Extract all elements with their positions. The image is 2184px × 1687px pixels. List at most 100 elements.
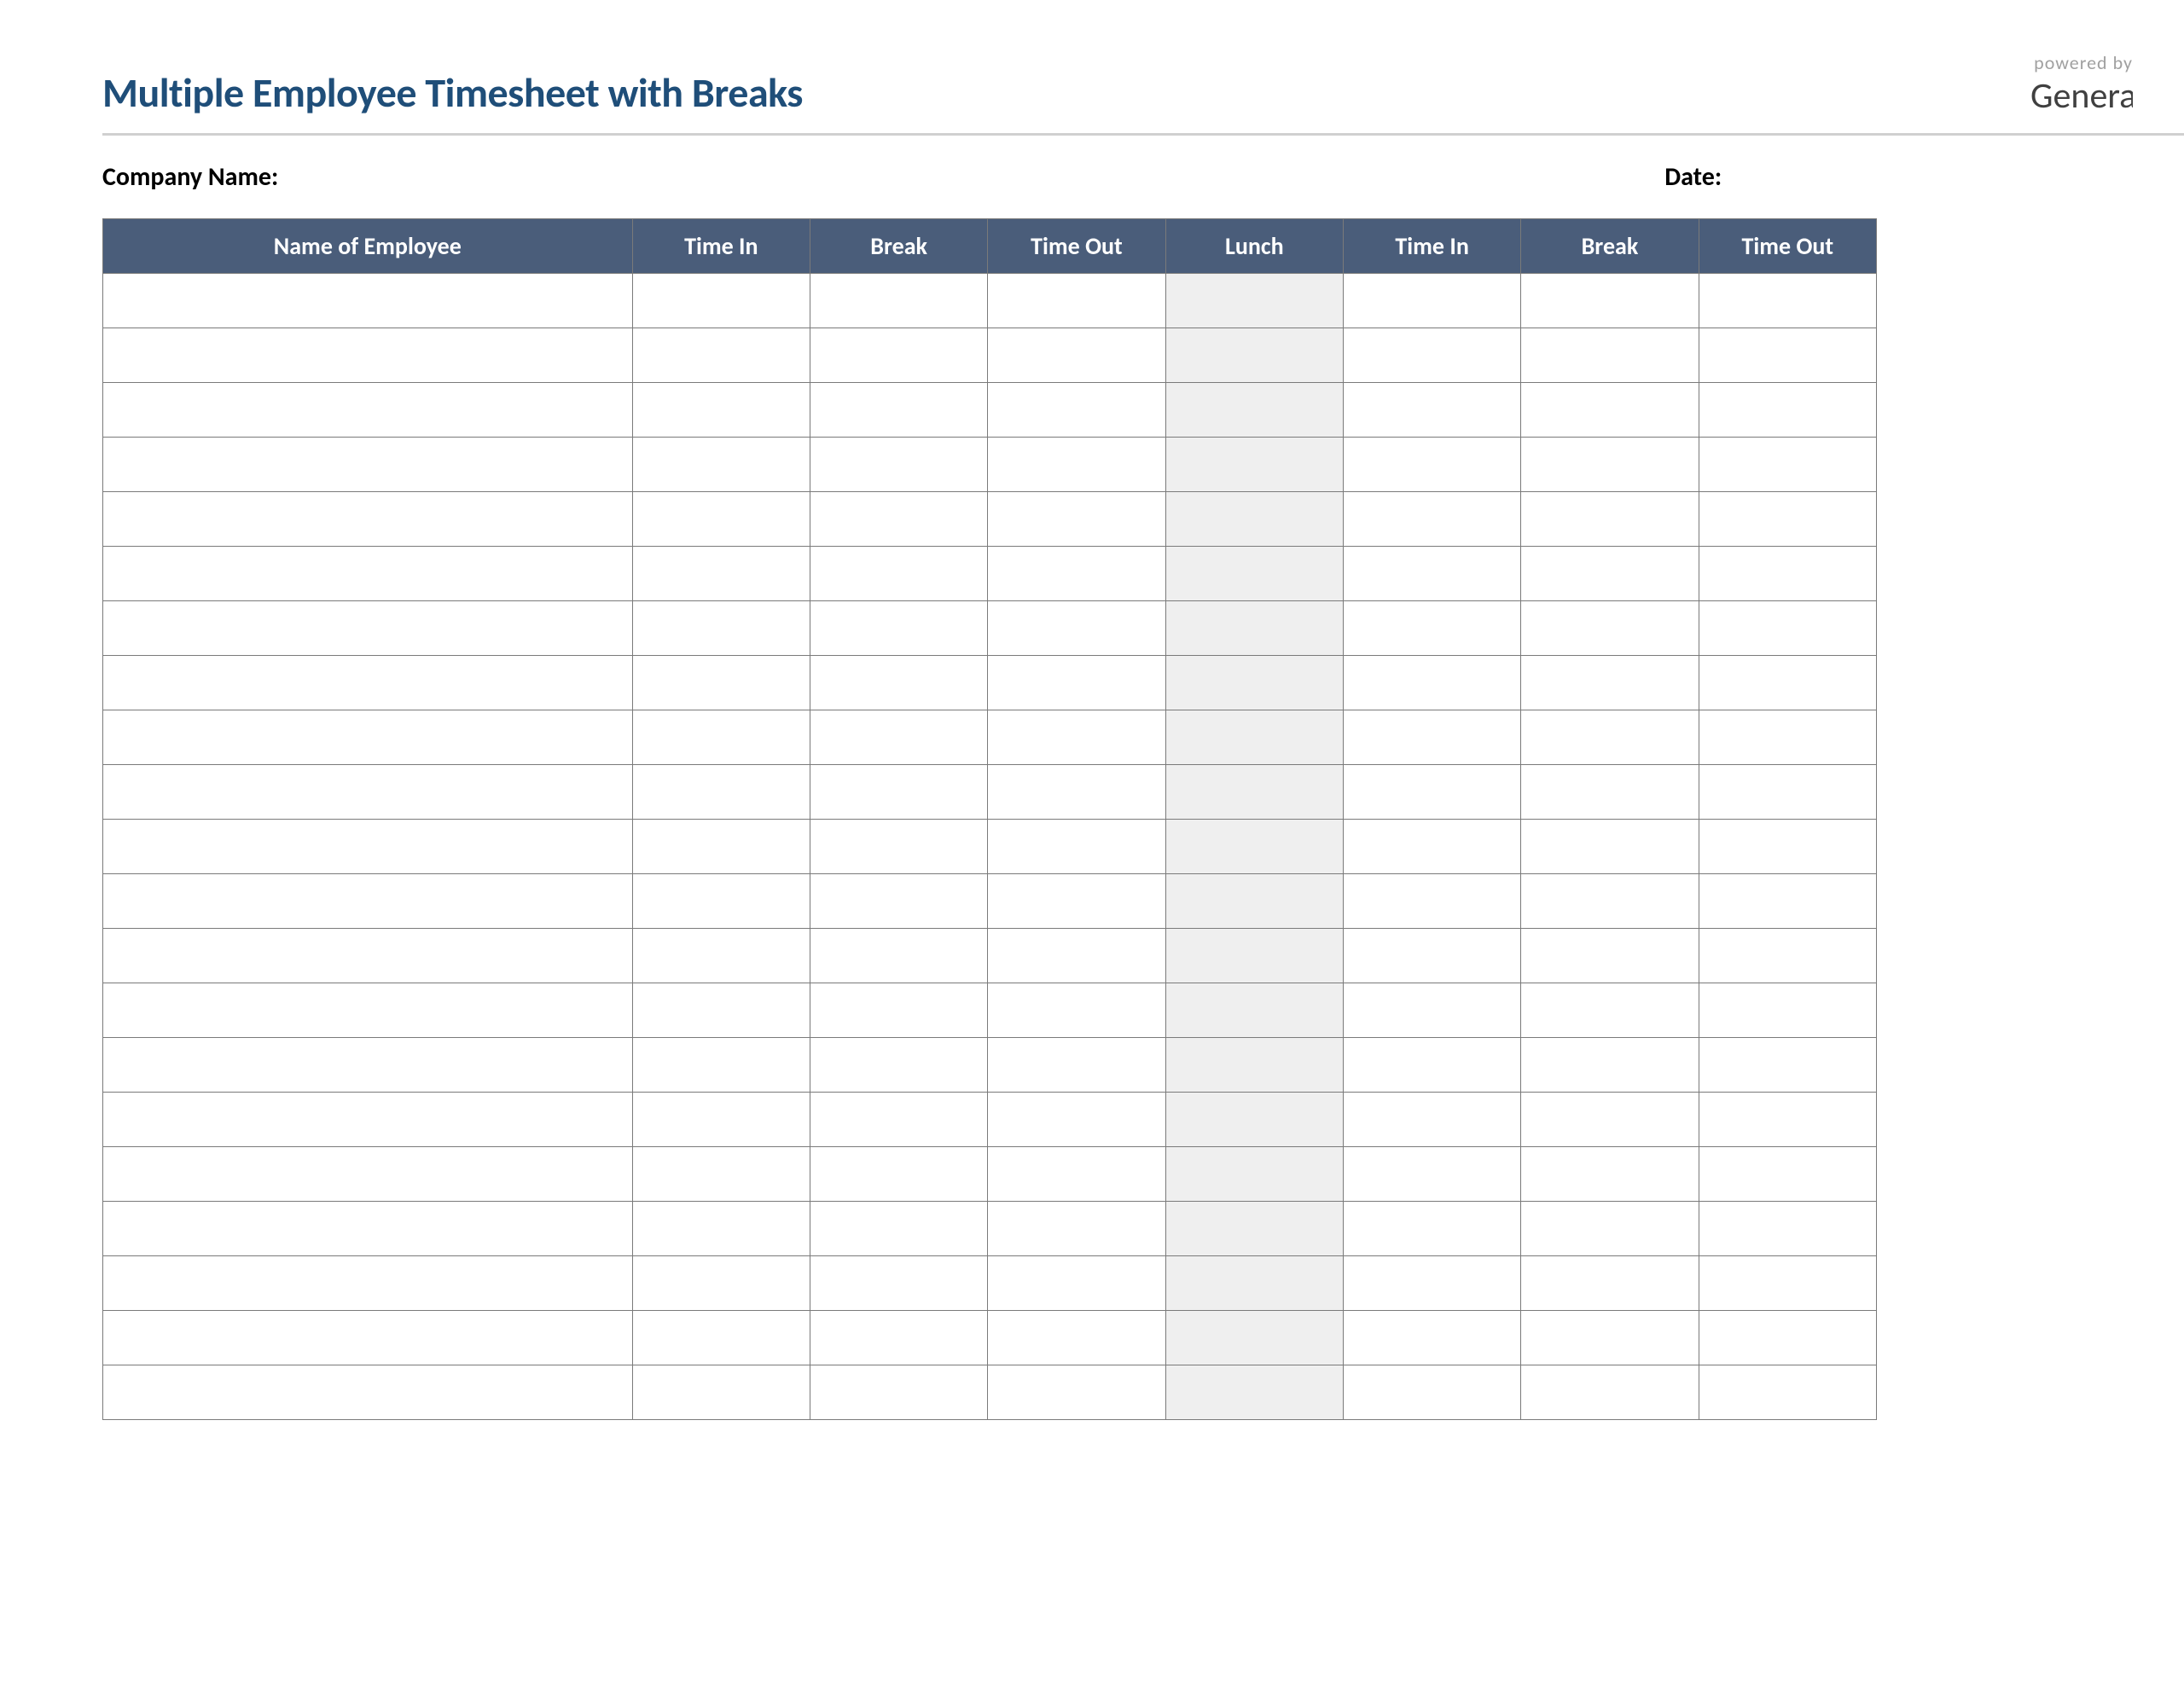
table-cell[interactable]	[810, 328, 987, 383]
table-cell[interactable]	[1343, 492, 1520, 547]
table-cell[interactable]	[103, 547, 633, 601]
table-cell[interactable]	[810, 710, 987, 765]
table-cell[interactable]	[810, 1202, 987, 1256]
table-cell[interactable]	[1343, 1256, 1520, 1311]
table-cell[interactable]	[810, 1311, 987, 1365]
table-cell[interactable]	[1699, 1202, 1876, 1256]
table-cell[interactable]	[1699, 492, 1876, 547]
table-cell[interactable]	[1521, 820, 1699, 874]
table-cell[interactable]	[1521, 983, 1699, 1038]
table-cell[interactable]	[1343, 983, 1520, 1038]
table-cell[interactable]	[1165, 383, 1343, 438]
table-cell[interactable]	[1521, 1038, 1699, 1093]
table-cell[interactable]	[810, 874, 987, 929]
table-cell[interactable]	[103, 601, 633, 656]
table-cell[interactable]	[1165, 1093, 1343, 1147]
table-cell[interactable]	[1521, 547, 1699, 601]
table-cell[interactable]	[1165, 601, 1343, 656]
table-cell[interactable]	[1699, 328, 1876, 383]
table-cell[interactable]	[1343, 601, 1520, 656]
table-cell[interactable]	[810, 929, 987, 983]
table-cell[interactable]	[810, 820, 987, 874]
table-cell[interactable]	[103, 1311, 633, 1365]
table-cell[interactable]	[988, 601, 1165, 656]
table-cell[interactable]	[1699, 1147, 1876, 1202]
table-cell[interactable]	[632, 1256, 810, 1311]
table-cell[interactable]	[103, 383, 633, 438]
table-cell[interactable]	[988, 765, 1165, 820]
table-cell[interactable]	[1343, 765, 1520, 820]
table-cell[interactable]	[103, 1202, 633, 1256]
table-cell[interactable]	[103, 765, 633, 820]
table-cell[interactable]	[988, 1256, 1165, 1311]
table-cell[interactable]	[103, 1365, 633, 1420]
table-cell[interactable]	[1521, 656, 1699, 710]
table-cell[interactable]	[1165, 1365, 1343, 1420]
table-cell[interactable]	[810, 1147, 987, 1202]
table-cell[interactable]	[988, 874, 1165, 929]
table-cell[interactable]	[1699, 710, 1876, 765]
table-cell[interactable]	[1699, 1311, 1876, 1365]
table-cell[interactable]	[1521, 1147, 1699, 1202]
table-cell[interactable]	[103, 274, 633, 328]
table-cell[interactable]	[632, 438, 810, 492]
table-cell[interactable]	[1165, 820, 1343, 874]
table-cell[interactable]	[1343, 547, 1520, 601]
table-cell[interactable]	[1699, 383, 1876, 438]
table-cell[interactable]	[103, 820, 633, 874]
table-cell[interactable]	[1699, 1365, 1876, 1420]
table-cell[interactable]	[988, 983, 1165, 1038]
table-cell[interactable]	[103, 983, 633, 1038]
table-cell[interactable]	[1165, 765, 1343, 820]
table-cell[interactable]	[103, 328, 633, 383]
table-cell[interactable]	[1699, 601, 1876, 656]
table-cell[interactable]	[1699, 983, 1876, 1038]
table-cell[interactable]	[1699, 1256, 1876, 1311]
table-cell[interactable]	[632, 1147, 810, 1202]
table-cell[interactable]	[988, 383, 1165, 438]
table-cell[interactable]	[1343, 874, 1520, 929]
table-cell[interactable]	[1699, 929, 1876, 983]
table-cell[interactable]	[1699, 438, 1876, 492]
table-cell[interactable]	[1699, 1093, 1876, 1147]
table-cell[interactable]	[1699, 765, 1876, 820]
table-cell[interactable]	[988, 820, 1165, 874]
table-cell[interactable]	[1165, 274, 1343, 328]
table-cell[interactable]	[988, 274, 1165, 328]
table-cell[interactable]	[1699, 547, 1876, 601]
table-cell[interactable]	[1521, 1365, 1699, 1420]
table-cell[interactable]	[1699, 874, 1876, 929]
table-cell[interactable]	[632, 929, 810, 983]
table-cell[interactable]	[1521, 492, 1699, 547]
table-cell[interactable]	[810, 1365, 987, 1420]
table-cell[interactable]	[632, 1038, 810, 1093]
table-cell[interactable]	[810, 492, 987, 547]
table-cell[interactable]	[1699, 1038, 1876, 1093]
table-cell[interactable]	[103, 929, 633, 983]
table-cell[interactable]	[1165, 874, 1343, 929]
table-cell[interactable]	[632, 492, 810, 547]
table-cell[interactable]	[103, 656, 633, 710]
table-cell[interactable]	[1343, 1311, 1520, 1365]
table-cell[interactable]	[1521, 438, 1699, 492]
table-cell[interactable]	[810, 765, 987, 820]
table-cell[interactable]	[988, 1093, 1165, 1147]
table-cell[interactable]	[988, 492, 1165, 547]
table-cell[interactable]	[632, 874, 810, 929]
table-cell[interactable]	[103, 1147, 633, 1202]
table-cell[interactable]	[1165, 929, 1343, 983]
table-cell[interactable]	[103, 1256, 633, 1311]
table-cell[interactable]	[1699, 820, 1876, 874]
table-cell[interactable]	[988, 710, 1165, 765]
table-cell[interactable]	[810, 983, 987, 1038]
table-cell[interactable]	[1521, 929, 1699, 983]
table-cell[interactable]	[810, 1038, 987, 1093]
table-cell[interactable]	[988, 547, 1165, 601]
table-cell[interactable]	[632, 547, 810, 601]
table-cell[interactable]	[988, 328, 1165, 383]
table-cell[interactable]	[988, 438, 1165, 492]
table-cell[interactable]	[632, 1093, 810, 1147]
table-cell[interactable]	[1165, 1311, 1343, 1365]
table-cell[interactable]	[1165, 492, 1343, 547]
table-cell[interactable]	[810, 547, 987, 601]
